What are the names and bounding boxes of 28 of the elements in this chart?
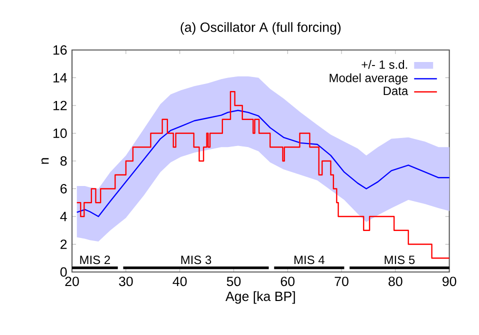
legend-label: Model average: [330, 73, 408, 85]
x-axis-title: Age [ka BP]: [225, 291, 295, 304]
y-tick-label: 8: [60, 156, 67, 166]
series-label: MIS 5: [384, 256, 415, 264]
series-label: MIS 2: [80, 256, 110, 264]
annotation: +/- 1 s.d.: [362, 60, 408, 69]
x-tick-label: 60: [280, 276, 295, 286]
y-tick-label: 12: [53, 100, 67, 110]
x-tick-label: 90: [442, 276, 456, 286]
chart-title: (a) Oscillator A (full forcing): [180, 22, 341, 35]
x-tick-label: 30: [118, 276, 133, 286]
y-tick-label: 14: [53, 73, 67, 82]
series-label: MIS 4: [294, 256, 324, 264]
legend-label: Data: [384, 86, 408, 96]
y-tick-label: 6: [60, 184, 67, 194]
y-tick-label: 4: [60, 212, 67, 222]
x-tick-label: 80: [388, 276, 402, 286]
line-series: [76, 110, 450, 218]
y-tick-label: 0: [60, 267, 67, 277]
series-label: MIS 3: [181, 256, 212, 264]
y-tick-label: 2: [60, 240, 67, 249]
x-tick-label: 20: [65, 276, 79, 286]
x-tick-label: 70: [334, 276, 348, 286]
y-axis-title: n: [41, 158, 49, 164]
y-tick-label: 10: [53, 128, 67, 138]
y-tick-label: 16: [53, 45, 67, 55]
x-tick-label: 40: [172, 276, 187, 286]
x-tick-label: 50: [226, 276, 241, 286]
